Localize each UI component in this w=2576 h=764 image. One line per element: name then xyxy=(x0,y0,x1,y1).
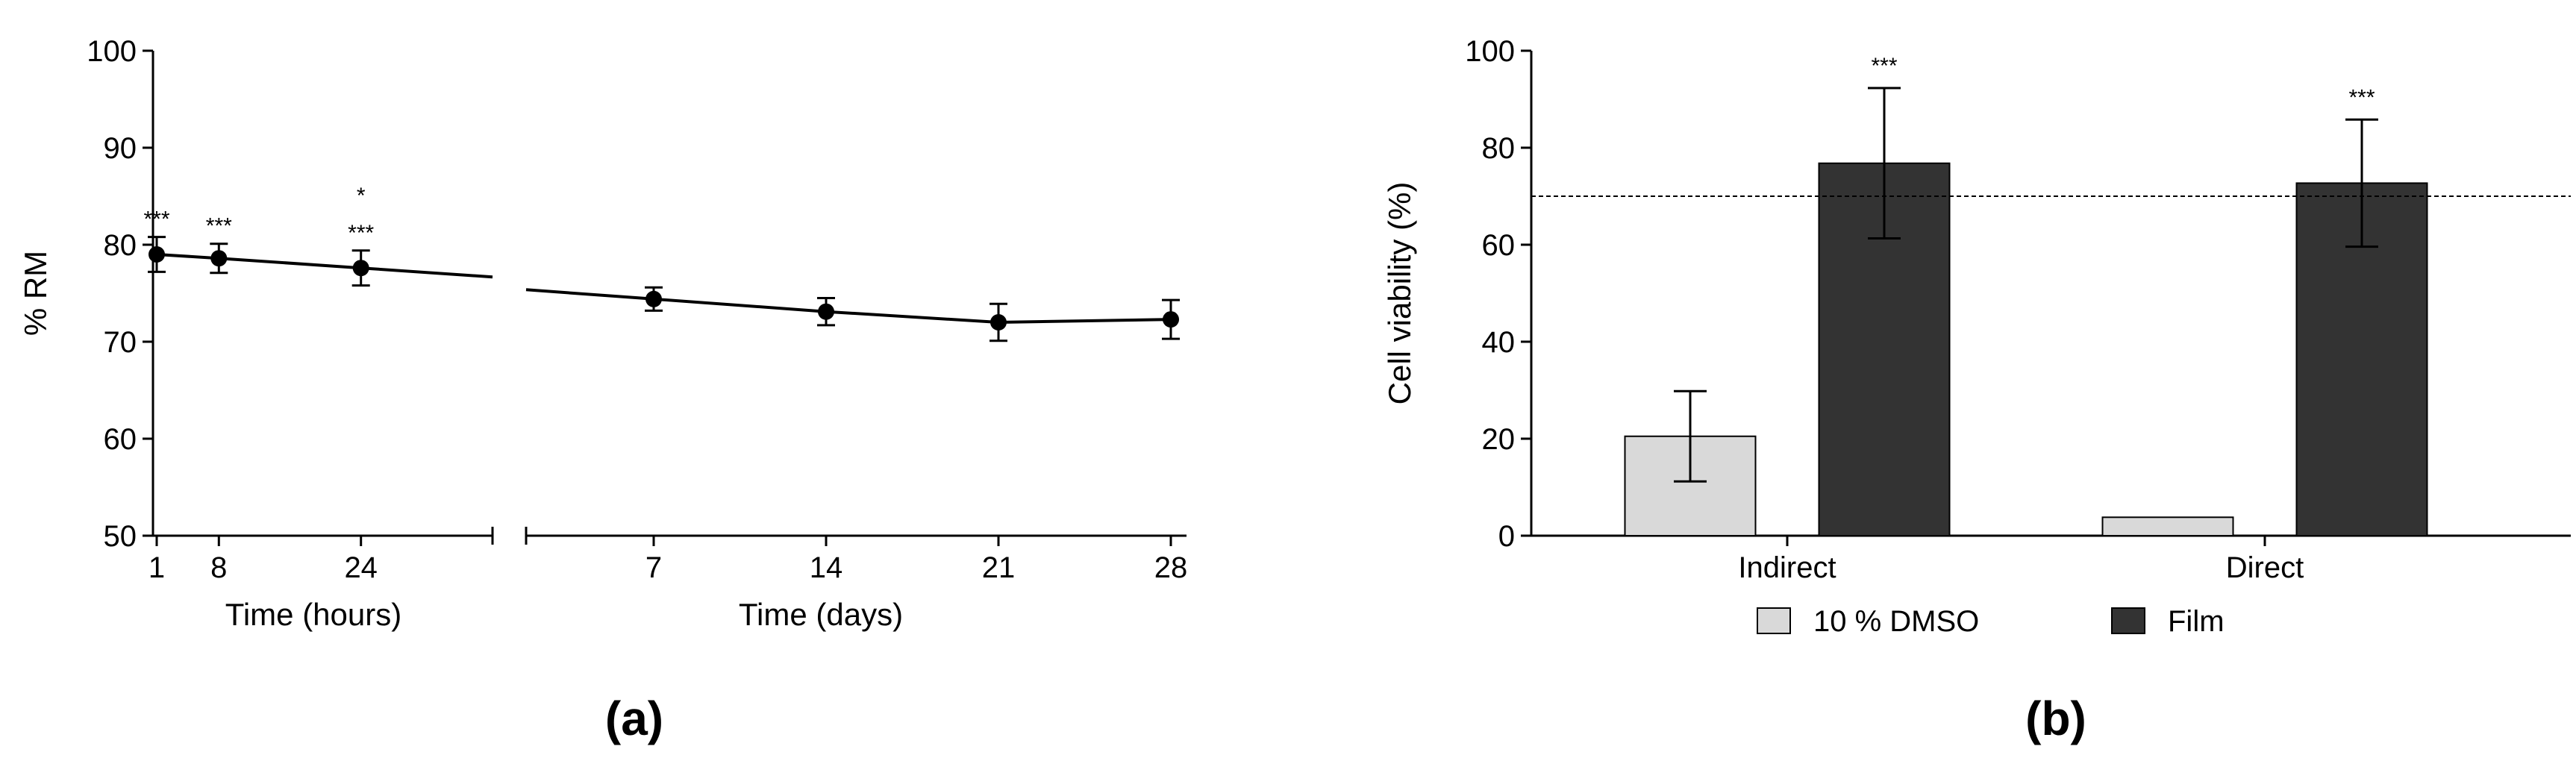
y-axis-title: Cell viability (%) xyxy=(1382,182,1417,405)
y-tick-label: 60 xyxy=(1482,229,1516,262)
series-line xyxy=(156,253,493,279)
panel-b-bar-chart: 0 20 40 60 80 100 Cell viability (%) Indirect Di… xyxy=(1382,35,2571,638)
y-tick-label: 70 xyxy=(104,326,137,359)
y-tick-label: 0 xyxy=(1498,520,1515,553)
y-tick-label: 80 xyxy=(104,229,137,262)
data-point xyxy=(210,250,228,267)
x-axis-title: Time (days) xyxy=(739,597,903,632)
data-point xyxy=(1163,311,1179,328)
y-tick-label: 20 xyxy=(1482,423,1516,456)
data-point xyxy=(149,246,165,263)
x-tick-label: 8 xyxy=(210,551,227,584)
data-point xyxy=(352,260,369,277)
data-point xyxy=(818,303,834,320)
significance-label: * xyxy=(357,184,366,208)
y-tick-label: 50 xyxy=(104,520,137,553)
x-tick-label: 24 xyxy=(344,551,378,584)
y-tick-label: 60 xyxy=(104,423,137,456)
significance-label: *** xyxy=(348,221,374,245)
x-tick-label: Direct xyxy=(2226,551,2304,584)
legend-label: Film xyxy=(2168,605,2225,638)
y-axis-title: % RM xyxy=(18,251,53,336)
x-tick-label: 1 xyxy=(149,551,165,584)
y-tick-label: 100 xyxy=(1465,35,1515,68)
x-tick-label: 21 xyxy=(982,551,1016,584)
bar xyxy=(2101,516,2234,536)
significance-label: *** xyxy=(1871,54,1897,78)
y-tick-label: 90 xyxy=(104,132,137,165)
significance-label: *** xyxy=(2348,85,2375,110)
data-point xyxy=(645,290,662,307)
series-line xyxy=(525,288,1172,325)
significance-label: *** xyxy=(143,207,169,232)
x-tick-label: 28 xyxy=(1154,551,1188,584)
y-tick-label: 80 xyxy=(1482,132,1516,165)
significance-label: *** xyxy=(206,214,232,239)
x-tick-label: 14 xyxy=(810,551,843,584)
y-tick-label: 100 xyxy=(87,35,137,68)
panel-a-label: (a) xyxy=(605,692,663,745)
y-tick-label: 40 xyxy=(1482,326,1516,359)
x-tick-label: Indirect xyxy=(1738,551,1836,584)
legend-label: 10 % DMSO xyxy=(1813,605,1979,638)
x-axis-title: Time (hours) xyxy=(225,597,401,632)
legend-swatch xyxy=(2111,607,2145,634)
data-point xyxy=(990,314,1007,331)
legend-swatch xyxy=(1757,607,1791,634)
x-tick-label: 7 xyxy=(645,551,662,584)
panel-b-label: (b) xyxy=(2025,692,2086,745)
